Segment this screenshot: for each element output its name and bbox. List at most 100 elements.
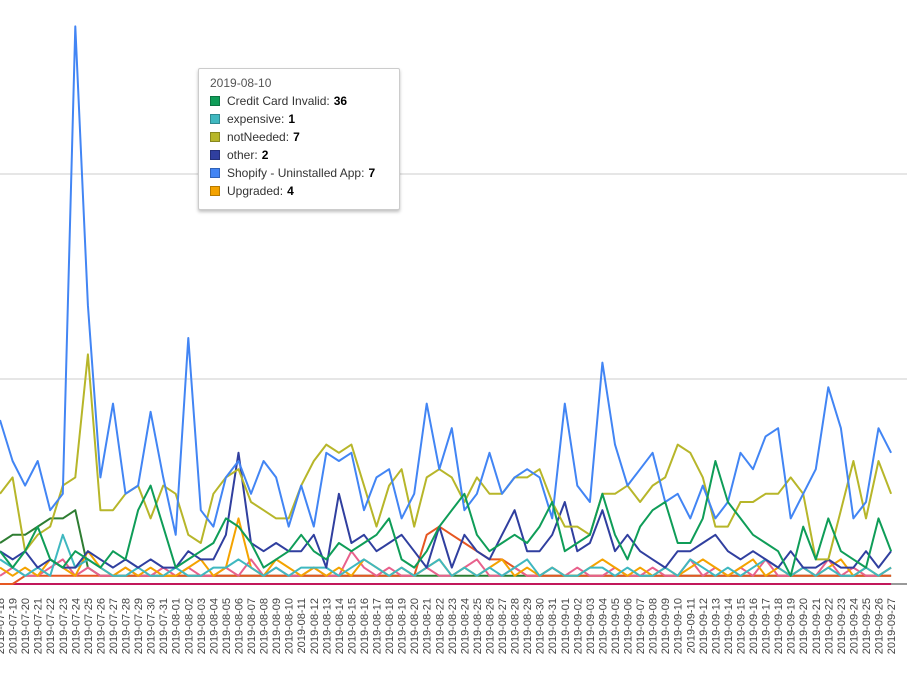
x-axis: 2019-07-18 2019-07-19 2019-07-20 2019-07-21…	[0, 598, 898, 654]
x-tick-label: 2019-08-30	[535, 598, 547, 654]
series-line-notneeded[interactable]	[0, 353, 893, 561]
tooltip-row-expensive: expensive: 1	[210, 110, 399, 128]
legend-swatch-icon	[210, 186, 220, 196]
x-tick-label: 2019-07-28	[121, 598, 133, 654]
tooltip-row-shopify-uninstalled-app: Shopify - Uninstalled App: 7	[210, 164, 399, 182]
x-tick-label: 2019-08-04	[208, 598, 220, 654]
x-tick-label: 2019-09-25	[861, 598, 873, 654]
x-tick-label: 2019-09-21	[811, 598, 823, 654]
x-tick-label: 2019-09-03	[585, 598, 597, 654]
x-tick-label: 2019-08-10	[284, 598, 296, 654]
x-tick-label: 2019-08-06	[233, 598, 245, 654]
legend-swatch-icon	[210, 132, 220, 142]
x-tick-label: 2019-09-09	[660, 598, 672, 654]
x-tick-label: 2019-08-03	[196, 598, 208, 654]
x-tick-label: 2019-09-22	[823, 598, 835, 654]
x-tick-label: 2019-08-26	[484, 598, 496, 654]
x-tick-label: 2019-09-12	[698, 598, 710, 654]
x-tick-label: 2019-08-22	[434, 598, 446, 654]
x-tick-label: 2019-09-05	[610, 598, 622, 654]
x-tick-label: 2019-09-26	[874, 598, 886, 654]
tooltip-row-other: other: 2	[210, 146, 399, 164]
x-tick-label: 2019-07-22	[45, 598, 57, 654]
x-tick-label: 2019-08-19	[397, 598, 409, 654]
x-tick-label: 2019-07-18	[0, 598, 7, 654]
tooltip-series-name: notNeeded	[227, 130, 286, 144]
series-line-shopify-uninstalled-app[interactable]	[0, 25, 892, 536]
x-tick-label: 2019-09-27	[886, 598, 898, 654]
gridlines	[0, 173, 907, 585]
x-tick-label: 2019-07-25	[83, 598, 95, 654]
tooltip-row-credit-card-invalid: Credit Card Invalid: 36	[210, 92, 399, 110]
x-tick-label: 2019-07-30	[146, 598, 158, 654]
x-tick-label: 2019-08-27	[497, 598, 509, 654]
x-tick-label: 2019-08-09	[271, 598, 283, 654]
x-tick-label: 2019-07-21	[33, 598, 45, 654]
x-tick-label: 2019-09-11	[685, 598, 697, 653]
series-line-other[interactable]	[0, 451, 892, 569]
x-tick-label: 2019-08-21	[422, 598, 434, 654]
x-tick-label: 2019-09-16	[748, 598, 760, 654]
x-tick-label: 2019-08-01	[171, 598, 183, 654]
x-tick-label: 2019-08-31	[547, 598, 559, 654]
x-tick-label: 2019-09-23	[836, 598, 848, 654]
x-tick-label: 2019-09-18	[773, 598, 785, 654]
legend-swatch-icon	[210, 114, 220, 124]
tooltip-series-value: 7	[293, 130, 300, 144]
x-tick-label: 2019-08-17	[372, 598, 384, 654]
x-tick-label: 2019-09-04	[597, 598, 609, 654]
series-line-e8618c[interactable]	[0, 550, 892, 577]
x-tick-label: 2019-09-24	[848, 598, 860, 654]
x-tick-label: 2019-08-23	[447, 598, 459, 654]
x-tick-label: 2019-09-15	[735, 598, 747, 654]
hover-tooltip: 2019-08-10 Credit Card Invalid: 36 expen…	[198, 68, 400, 210]
x-tick-label: 2019-08-25	[472, 598, 484, 654]
legend-swatch-icon	[210, 168, 220, 178]
x-tick-label: 2019-09-06	[623, 598, 635, 654]
x-tick-label: 2019-08-11	[296, 598, 308, 653]
tooltip-series-name: Shopify - Uninstalled App	[227, 166, 362, 180]
x-tick-label: 2019-09-01	[560, 598, 572, 654]
x-tick-label: 2019-08-13	[321, 598, 333, 654]
x-tick-label: 2019-08-28	[510, 598, 522, 654]
tooltip-series-name: Upgraded	[227, 184, 280, 198]
x-tick-label: 2019-09-10	[673, 598, 685, 654]
x-tick-label: 2019-09-02	[572, 598, 584, 654]
tooltip-series-value: 36	[333, 94, 348, 108]
legend-swatch-icon	[210, 96, 220, 106]
x-tick-label: 2019-07-19	[8, 598, 20, 654]
series-line-credit-card-invalid[interactable]	[0, 460, 893, 577]
x-tick-label: 2019-08-12	[309, 598, 321, 654]
series-lines[interactable]	[0, 25, 893, 585]
series-line-expensive[interactable]	[0, 533, 892, 577]
x-tick-label: 2019-08-20	[409, 598, 421, 654]
x-tick-label: 2019-08-05	[221, 598, 233, 654]
x-tick-label: 2019-09-07	[635, 598, 647, 654]
tooltip-series-name: expensive	[227, 112, 282, 126]
x-tick-label: 2019-08-18	[384, 598, 396, 654]
tooltip-series-value: 2	[261, 148, 269, 162]
x-tick-label: 2019-07-24	[70, 598, 82, 654]
x-tick-label: 2019-08-02	[183, 598, 195, 654]
x-tick-label: 2019-07-26	[95, 598, 107, 654]
tooltip-row-notneeded: notNeeded: 7	[210, 128, 399, 146]
x-tick-label: 2019-09-08	[648, 598, 660, 654]
x-tick-label: 2019-08-08	[259, 598, 271, 654]
x-tick-label: 2019-07-27	[108, 598, 120, 654]
x-tick-label: 2019-07-29	[133, 598, 145, 654]
x-tick-label: 2019-07-31	[158, 598, 170, 654]
x-tick-label: 2019-08-29	[522, 598, 534, 654]
x-tick-label: 2019-08-14	[334, 598, 346, 654]
tooltip-series-name: other	[227, 148, 255, 162]
x-tick-label: 2019-08-15	[346, 598, 358, 654]
tooltip-series-value: 7	[368, 166, 376, 180]
x-tick-label: 2019-08-07	[246, 598, 258, 654]
x-tick-label: 2019-08-16	[359, 598, 371, 654]
legend-swatch-icon	[210, 150, 220, 160]
tooltip-row-upgraded: Upgraded: 4	[210, 182, 399, 200]
x-tick-label: 2019-09-20	[798, 598, 810, 654]
tooltip-date: 2019-08-10	[210, 76, 272, 90]
tooltip-series-name: Credit Card Invalid	[227, 94, 327, 108]
x-tick-label: 2019-09-13	[710, 598, 722, 654]
